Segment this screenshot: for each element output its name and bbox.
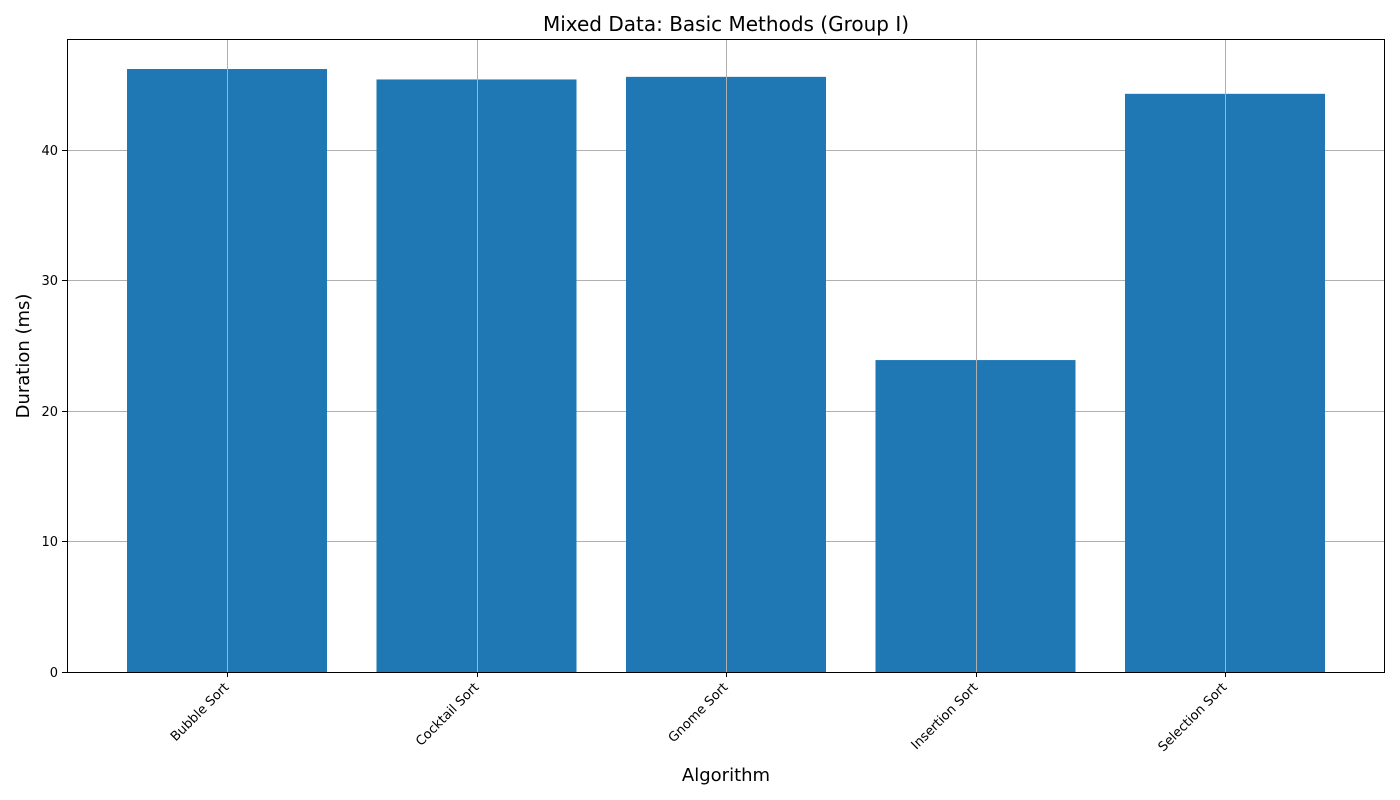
x-axis-ticks: Bubble Sort Cocktail Sort Gnome Sort Insert… xyxy=(168,672,1230,755)
y-tick-label: 10 xyxy=(41,535,58,550)
x-axis-label: Algorithm xyxy=(682,765,770,786)
y-tick-label: 0 xyxy=(50,666,58,681)
x-tick-label: Selection Sort xyxy=(1156,680,1231,755)
y-tick-label: 30 xyxy=(41,274,58,289)
chart-title: Mixed Data: Basic Methods (Group I) xyxy=(543,12,909,36)
bar xyxy=(376,79,577,673)
y-axis-ticks: 0 10 20 30 40 xyxy=(41,144,67,681)
vertical-grid-layer xyxy=(227,39,1226,672)
x-tick-label: Insertion Sort xyxy=(909,680,982,753)
bar xyxy=(875,360,1076,672)
y-axis-label: Duration (ms) xyxy=(13,294,34,419)
y-tick-label: 20 xyxy=(41,405,58,420)
x-tick-label: Cocktail Sort xyxy=(413,680,482,749)
x-tick-label: Bubble Sort xyxy=(168,680,232,744)
x-tick-label: Gnome Sort xyxy=(666,680,732,746)
y-tick-label: 40 xyxy=(41,144,58,159)
